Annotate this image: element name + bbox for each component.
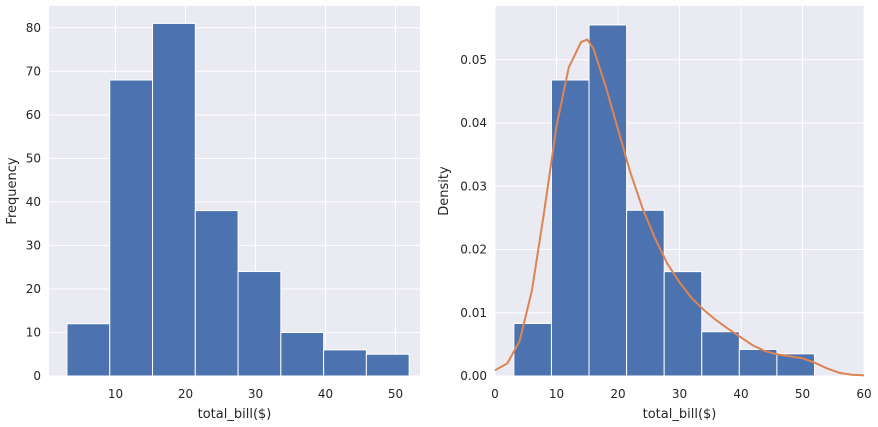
- y-axis-label: Frequency: [5, 157, 20, 224]
- y-tick-label: 10: [26, 325, 41, 339]
- histogram-frequency-panel: 10 20 30 40 50 0 10 20 30 40 50 60 70 80 total_bill($)…: [5, 6, 420, 422]
- y-tick-label: 60: [26, 108, 41, 122]
- x-tick-label: 20: [610, 387, 625, 401]
- y-tick-label: 0.04: [460, 116, 487, 130]
- kde-line: [494, 38, 865, 377]
- y-tick-label: 70: [26, 64, 41, 78]
- x-tick-label: 30: [248, 387, 263, 401]
- x-tick-label: 10: [108, 387, 123, 401]
- histogram-bar: [280, 331, 325, 377]
- y-tick-label: 0.05: [460, 53, 487, 67]
- histogram-bar: [738, 348, 778, 377]
- x-tick-label: 60: [856, 387, 871, 401]
- histogram-bar: [513, 323, 552, 377]
- histogram-bar: [365, 353, 410, 377]
- y-tick-label: 40: [26, 195, 41, 209]
- histogram-bar: [588, 24, 628, 377]
- histogram-bar: [323, 349, 367, 377]
- y-tick-label: 0: [33, 369, 41, 383]
- histogram-bar: [701, 331, 740, 377]
- histogram-bar: [626, 209, 665, 377]
- y-tick-label: 50: [26, 151, 41, 165]
- x-tick-label: 40: [318, 387, 333, 401]
- x-tick-label: 10: [549, 387, 564, 401]
- x-tick-label: 0: [491, 387, 499, 401]
- histogram-density-panel: 0 10 20 30 40 50 60 0.00 0.01 0.02 0.03 0.04 0.05 tot…: [437, 6, 872, 422]
- y-axis-label: Density: [437, 166, 452, 216]
- y-tick-label: 0.01: [460, 306, 487, 320]
- histogram-bar: [237, 271, 282, 377]
- y-tick-label: 0.03: [460, 179, 487, 193]
- histogram-bar: [109, 79, 154, 377]
- x-tick-label: 40: [733, 387, 748, 401]
- histogram-bar: [152, 22, 196, 377]
- x-tick-label: 50: [795, 387, 810, 401]
- y-tick-label: 20: [26, 282, 41, 296]
- y-tick-label: 0.02: [460, 243, 487, 257]
- histogram-bar: [194, 210, 239, 377]
- y-tick-label: 80: [26, 21, 41, 35]
- x-axis-label: total_bill($): [643, 407, 717, 422]
- x-tick-label: 50: [388, 387, 403, 401]
- y-tick-label: 30: [26, 238, 41, 252]
- y-tick-label: 0.00: [460, 369, 487, 383]
- x-tick-label: 20: [178, 387, 193, 401]
- histogram-bar: [66, 323, 111, 377]
- x-tick-label: 30: [672, 387, 687, 401]
- histogram-bar: [663, 271, 703, 377]
- x-axis-label: total_bill($): [198, 407, 272, 422]
